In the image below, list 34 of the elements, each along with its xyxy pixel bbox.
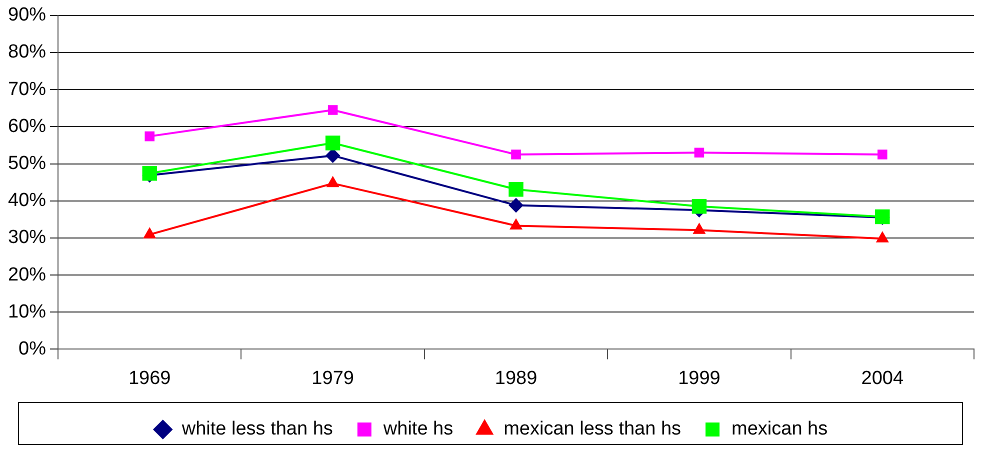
y-tick-label: 90%: [8, 4, 46, 26]
y-tick-label: 30%: [8, 227, 46, 248]
point: [694, 148, 704, 158]
x-tick-label: 1969: [128, 368, 171, 389]
point: [508, 182, 524, 197]
point: [876, 232, 888, 242]
point: [328, 105, 338, 115]
x-tick-label: 2004: [861, 368, 904, 389]
point: [692, 199, 707, 214]
legend-label: white less than hs: [180, 418, 333, 440]
x-tick-label: 1999: [678, 368, 720, 389]
point: [144, 228, 156, 238]
y-tick-label: 40%: [8, 190, 46, 212]
legend-label: white hs: [382, 418, 454, 440]
point: [511, 150, 521, 160]
y-tick-label: 50%: [8, 152, 46, 174]
point: [326, 148, 340, 163]
y-tick-label: 60%: [8, 116, 46, 137]
point: [144, 131, 155, 142]
y-tick-label: 0%: [18, 338, 46, 360]
legend-label: mexican less than hs: [504, 418, 682, 440]
y-tick-label: 80%: [8, 42, 46, 63]
point: [325, 136, 340, 150]
y-tick-label: 10%: [8, 301, 46, 322]
legend-label: mexican hs: [732, 418, 828, 440]
x-tick-label: 1989: [494, 368, 538, 389]
point: [327, 176, 339, 188]
point: [878, 150, 888, 160]
x-tick-label: 1979: [312, 368, 354, 389]
point: [510, 219, 522, 230]
y-tick-label: 20%: [8, 264, 46, 286]
point: [693, 224, 705, 234]
point: [509, 198, 524, 212]
y-tick-label: 70%: [8, 78, 46, 100]
